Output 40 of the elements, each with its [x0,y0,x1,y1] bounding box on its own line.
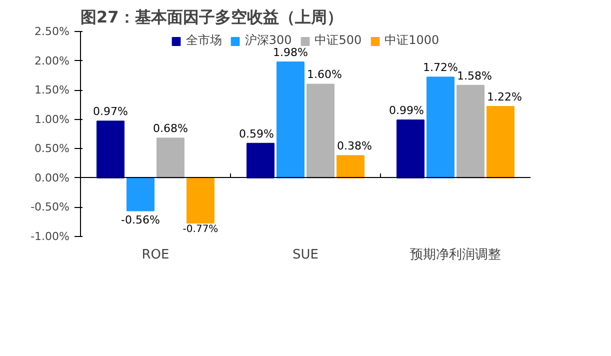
y-tick-label: 2.50% [34,25,70,38]
legend-label: 中证500 [314,32,362,49]
data-label: 1.72% [423,61,458,74]
x-tick-label: SUE [292,248,318,262]
bar [246,142,274,178]
legend-label: 中证1000 [384,32,440,49]
bar [126,177,154,212]
y-tick-label: 2.00% [34,54,70,68]
bar [156,138,184,178]
y-tick-label: 1.00% [34,112,70,126]
bar [456,84,484,178]
data-label: 1.60% [307,68,342,82]
bar [186,177,214,224]
y-tick-label: -0.50% [30,200,70,214]
data-label: 1.98% [273,46,308,59]
y-tick-label: 0.00% [34,171,70,184]
x-tick-label: 预期净利润调整 [410,248,501,262]
y-tick-label: -1.00% [30,230,70,243]
bar [276,61,304,178]
y-tick-label: 1.50% [34,84,70,97]
bar [426,76,454,178]
data-label: 1.58% [457,69,492,82]
y-tick-label: 0.50% [34,142,70,156]
x-tick-label: ROE [142,248,170,262]
bar [336,155,364,178]
data-label: 0.99% [389,104,424,117]
bar [96,120,124,178]
bar [486,106,514,178]
data-label: -0.56% [121,214,160,227]
data-label: -0.77% [182,224,218,236]
data-label: 0.59% [239,127,274,140]
legend-label: 沪深300 [244,32,292,48]
legend-label: 全市场 [186,32,222,49]
bar [396,119,424,178]
bar [306,84,334,178]
data-label: 0.97% [93,105,128,118]
chart-title: 图27：基本面因子多空收益（上周） [80,8,343,26]
data-label: 0.38% [337,140,372,153]
data-label: 1.22% [487,90,522,104]
data-label: 0.68% [153,122,188,136]
